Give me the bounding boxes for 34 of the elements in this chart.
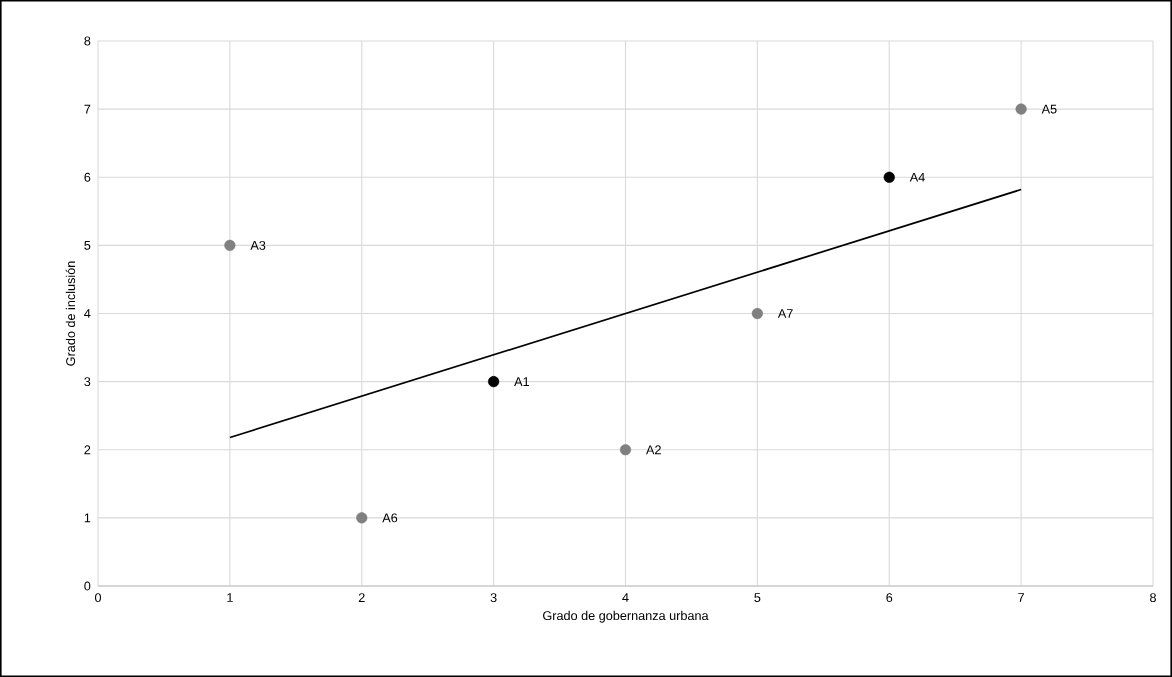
- y-tick-label: 2: [84, 445, 91, 455]
- x-axis-title: Grado de gobernanza urbana: [543, 610, 709, 623]
- y-tick-label: 4: [84, 309, 91, 318]
- x-tick-label: 2: [358, 593, 365, 602]
- x-tick-label: 3: [490, 593, 497, 603]
- y-tick-label: 6: [84, 172, 91, 182]
- annotation: A3: [250, 240, 266, 250]
- annotation: A6: [382, 513, 398, 523]
- x-tick-label: 6: [886, 593, 893, 603]
- annotation: A4: [909, 172, 925, 182]
- y-tick-label: 7: [84, 104, 91, 114]
- point: [1015, 103, 1027, 115]
- x-tick-label: 4: [622, 593, 629, 602]
- y-tick-label: 8: [84, 36, 91, 46]
- x-tick-label: 1: [227, 593, 233, 602]
- point: [883, 171, 895, 183]
- y-axis-title: Grado de inclusión: [65, 261, 76, 366]
- annotation: A5: [1041, 104, 1057, 114]
- annotation: A7: [777, 309, 793, 318]
- annotation: A2: [646, 445, 661, 455]
- point: [751, 307, 763, 320]
- annotation: A1: [514, 377, 529, 386]
- point: [356, 512, 368, 524]
- point: [619, 444, 632, 456]
- x-tick-label: 0: [94, 593, 102, 603]
- point: [224, 239, 236, 251]
- y-tick-label: 1: [84, 513, 91, 523]
- x-tick-label: 5: [754, 593, 761, 602]
- x-tick-label: 8: [1150, 593, 1156, 603]
- x-tick-label: 7: [1018, 593, 1025, 602]
- y-tick-label: 5: [84, 240, 91, 250]
- y-tick-label: 0: [84, 581, 91, 591]
- point: [488, 376, 500, 388]
- y-tick-label: 3: [84, 377, 91, 387]
